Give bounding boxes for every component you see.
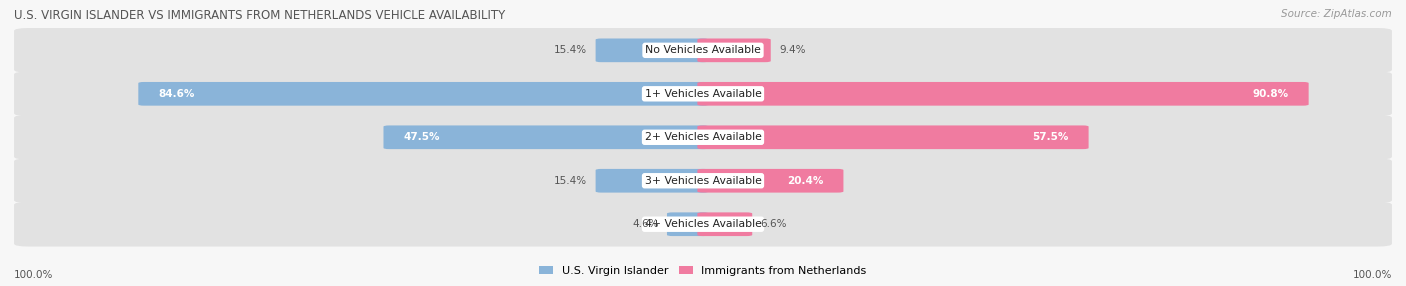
FancyBboxPatch shape xyxy=(14,115,1392,160)
Text: 4.6%: 4.6% xyxy=(633,219,658,229)
FancyBboxPatch shape xyxy=(697,82,1309,106)
Text: 90.8%: 90.8% xyxy=(1253,89,1289,99)
Text: U.S. VIRGIN ISLANDER VS IMMIGRANTS FROM NETHERLANDS VEHICLE AVAILABILITY: U.S. VIRGIN ISLANDER VS IMMIGRANTS FROM … xyxy=(14,9,505,21)
FancyBboxPatch shape xyxy=(697,126,1088,149)
FancyBboxPatch shape xyxy=(697,39,770,62)
FancyBboxPatch shape xyxy=(384,126,709,149)
Text: 15.4%: 15.4% xyxy=(554,176,588,186)
Text: No Vehicles Available: No Vehicles Available xyxy=(645,45,761,55)
Text: Source: ZipAtlas.com: Source: ZipAtlas.com xyxy=(1281,9,1392,19)
FancyBboxPatch shape xyxy=(697,169,844,192)
Text: 3+ Vehicles Available: 3+ Vehicles Available xyxy=(644,176,762,186)
Text: 100.0%: 100.0% xyxy=(14,270,53,280)
Text: 1+ Vehicles Available: 1+ Vehicles Available xyxy=(644,89,762,99)
FancyBboxPatch shape xyxy=(14,202,1392,247)
FancyBboxPatch shape xyxy=(666,212,709,236)
Text: 20.4%: 20.4% xyxy=(787,176,824,186)
FancyBboxPatch shape xyxy=(14,72,1392,116)
Text: 4+ Vehicles Available: 4+ Vehicles Available xyxy=(644,219,762,229)
Text: 15.4%: 15.4% xyxy=(554,45,588,55)
FancyBboxPatch shape xyxy=(14,28,1392,73)
Text: 84.6%: 84.6% xyxy=(157,89,194,99)
Text: 57.5%: 57.5% xyxy=(1032,132,1069,142)
FancyBboxPatch shape xyxy=(596,169,709,192)
Text: 9.4%: 9.4% xyxy=(779,45,806,55)
FancyBboxPatch shape xyxy=(138,82,709,106)
Text: 6.6%: 6.6% xyxy=(761,219,787,229)
FancyBboxPatch shape xyxy=(697,212,752,236)
Text: 100.0%: 100.0% xyxy=(1353,270,1392,280)
Legend: U.S. Virgin Islander, Immigrants from Netherlands: U.S. Virgin Islander, Immigrants from Ne… xyxy=(534,262,872,281)
FancyBboxPatch shape xyxy=(14,158,1392,203)
Text: 2+ Vehicles Available: 2+ Vehicles Available xyxy=(644,132,762,142)
Text: 47.5%: 47.5% xyxy=(404,132,440,142)
FancyBboxPatch shape xyxy=(596,39,709,62)
